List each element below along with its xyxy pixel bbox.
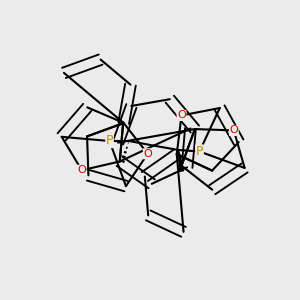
Text: P: P [106, 134, 113, 148]
Text: O: O [177, 110, 186, 120]
Text: P: P [196, 145, 203, 158]
Text: O: O [143, 149, 152, 159]
Text: O: O [230, 125, 238, 135]
Polygon shape [178, 150, 184, 171]
Text: O: O [77, 165, 86, 175]
